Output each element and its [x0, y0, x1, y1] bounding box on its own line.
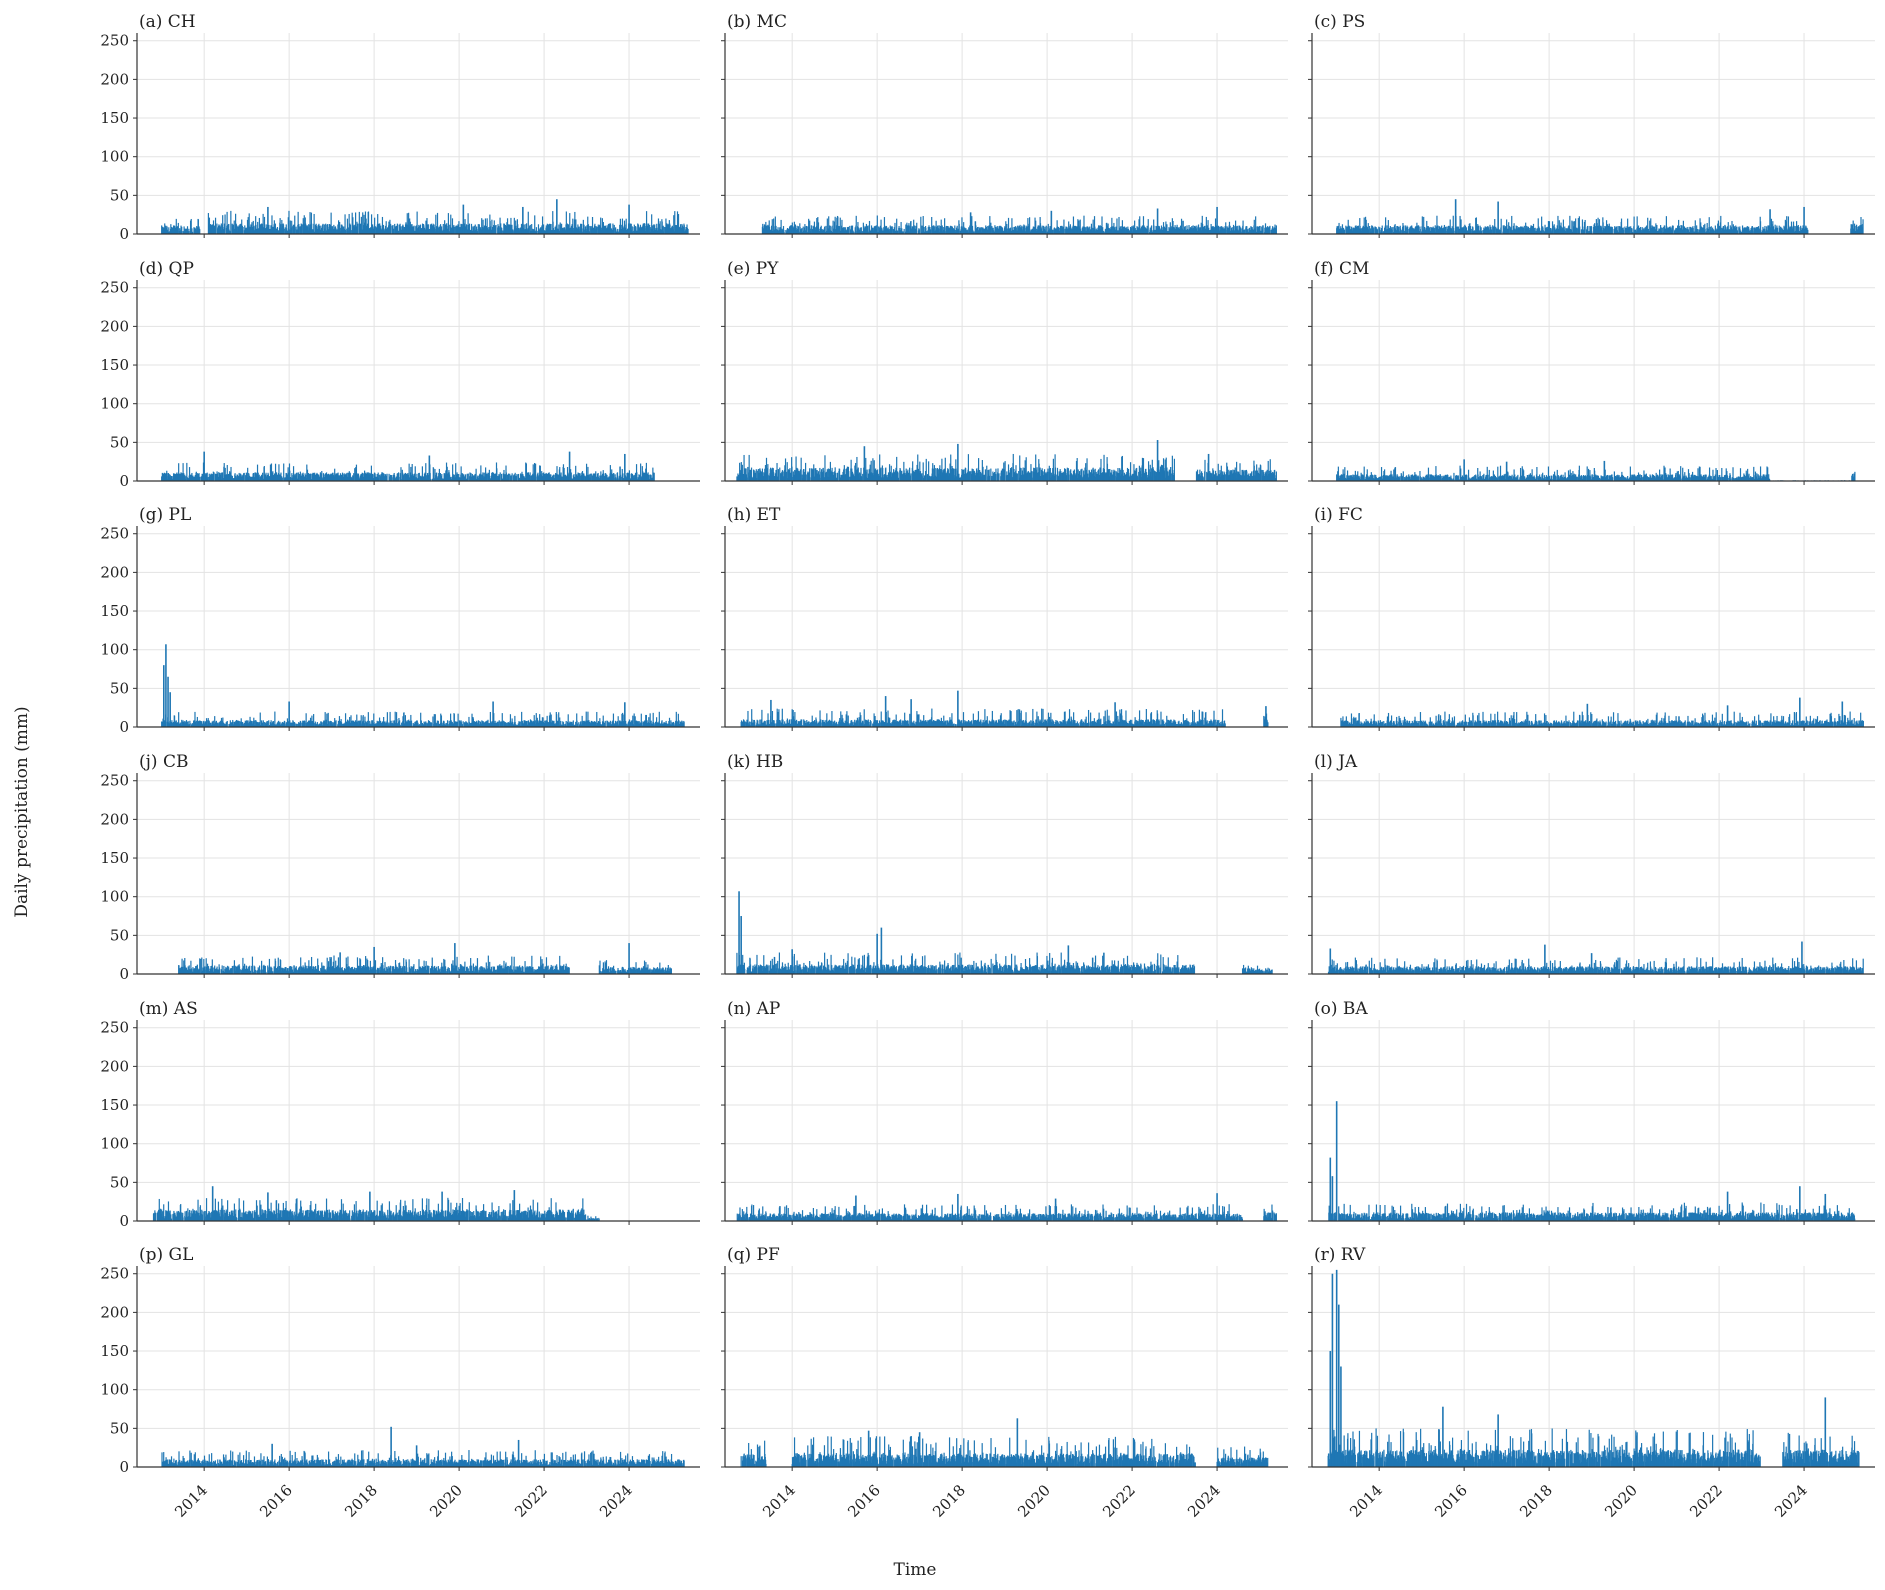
y-tick-label: 150	[100, 109, 129, 127]
grid	[725, 280, 1288, 482]
precip-bars	[736, 440, 1277, 481]
y-tick-label: 50	[110, 433, 129, 451]
grid	[1312, 33, 1875, 235]
panel: (c) PS	[1308, 12, 1875, 238]
panel-title: (c) PS	[1314, 12, 1365, 32]
panel: 0 50 100 150 200 250 (a) CH	[100, 12, 700, 243]
y-tick-label: 200	[100, 317, 129, 335]
precip-bars	[761, 206, 1277, 234]
precip-bars	[1336, 199, 1864, 234]
y-tick-label: 150	[100, 356, 129, 374]
y-tick-label: 50	[110, 186, 129, 204]
precip-bars	[161, 451, 655, 481]
panel: (e) PY	[721, 259, 1288, 485]
panel-title: (a) CH	[139, 12, 196, 32]
panels-group: 0 50 100 150 200 250 (a) CH (b) MC (c) PS 0 50 100 1…	[100, 12, 1875, 1521]
panel-title: (d) QP	[139, 259, 194, 279]
y-tick-label: 100	[100, 148, 129, 166]
y-tick-label: 0	[119, 225, 129, 243]
panel: (b) MC	[721, 12, 1288, 238]
grid	[137, 280, 700, 482]
panel-title: (b) MC	[727, 12, 787, 32]
panel: 0 50 100 150 200 250 (d) QP	[100, 259, 700, 490]
precip-bars	[161, 199, 689, 234]
y-tick-label: 0	[119, 472, 129, 490]
y-tick-label: 250	[100, 279, 129, 297]
y-tick-label: 200	[100, 70, 129, 88]
grid	[137, 33, 700, 235]
y-tick-label: 100	[100, 395, 129, 413]
y-tick-label: 250	[100, 32, 129, 50]
grid	[725, 33, 1288, 235]
